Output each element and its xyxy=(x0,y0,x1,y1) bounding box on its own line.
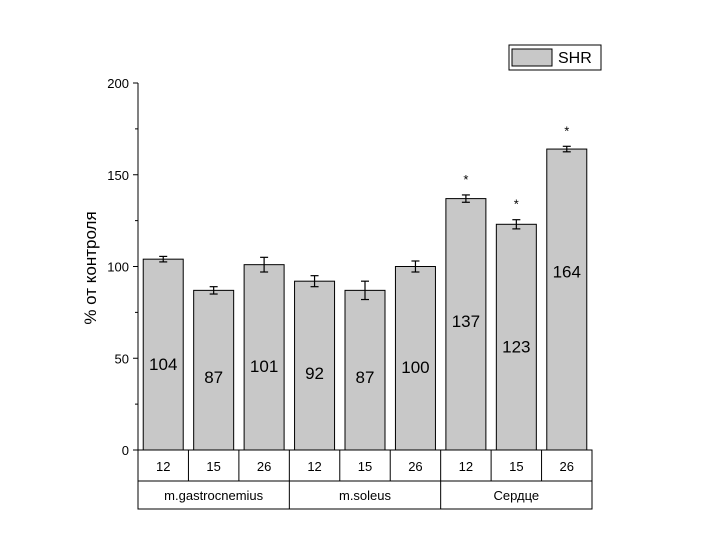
table-frame xyxy=(137,449,593,510)
y-tick-label: 50 xyxy=(115,351,129,366)
x-tick-label: 12 xyxy=(156,459,170,474)
y-tick-label: 100 xyxy=(107,260,129,275)
category-table: 12 15 26 m.gastrocnemius 12 15 26 m.soleus 12 15 2… xyxy=(137,449,593,510)
bar-value-label: 87 xyxy=(356,368,375,387)
legend-label: SHR xyxy=(558,50,592,67)
bar-value-label: 92 xyxy=(305,364,324,383)
x-tick-label: 15 xyxy=(358,459,372,474)
bar-value-label: 123 xyxy=(502,338,530,357)
group-label: Сердце xyxy=(493,488,539,503)
bar-value-label: 101 xyxy=(250,357,278,376)
bar xyxy=(394,266,436,451)
x-tick-label: 15 xyxy=(206,459,220,474)
x-tick-label: 26 xyxy=(408,459,422,474)
bar xyxy=(495,223,537,451)
x-tick-label: 26 xyxy=(257,459,271,474)
y-axis-label: % от контроля xyxy=(81,211,100,324)
bar xyxy=(546,148,588,451)
y-tick-label: 0 xyxy=(122,443,129,458)
y-tick-label: 200 xyxy=(107,76,129,91)
legend-swatch xyxy=(511,48,553,67)
x-tick-label: 12 xyxy=(459,459,473,474)
significance-mark: * xyxy=(564,123,569,138)
bar xyxy=(344,289,386,451)
y-axis: 0 50 100 150 200 xyxy=(107,76,139,458)
bar xyxy=(445,198,487,451)
bar-value-label: 164 xyxy=(553,263,581,282)
bar-value-label: 87 xyxy=(204,368,223,387)
bar-value-label: 104 xyxy=(149,355,177,374)
significance-mark: * xyxy=(514,197,519,212)
bar xyxy=(193,289,235,451)
group-label: m.gastrocnemius xyxy=(164,488,263,503)
bars: 104 87 101 92 87 100 137 * 123 * 164 * xyxy=(142,123,588,451)
bar-value-label: 100 xyxy=(401,358,429,377)
bar xyxy=(243,264,285,451)
x-tick-label: 26 xyxy=(560,459,574,474)
x-tick-label: 15 xyxy=(509,459,523,474)
y-tick-label: 150 xyxy=(107,168,129,183)
bar xyxy=(294,280,336,451)
x-tick-label: 12 xyxy=(307,459,321,474)
bar xyxy=(142,258,184,451)
bar-value-label: 137 xyxy=(452,312,480,331)
significance-mark: * xyxy=(463,172,468,187)
group-label: m.soleus xyxy=(339,488,392,503)
